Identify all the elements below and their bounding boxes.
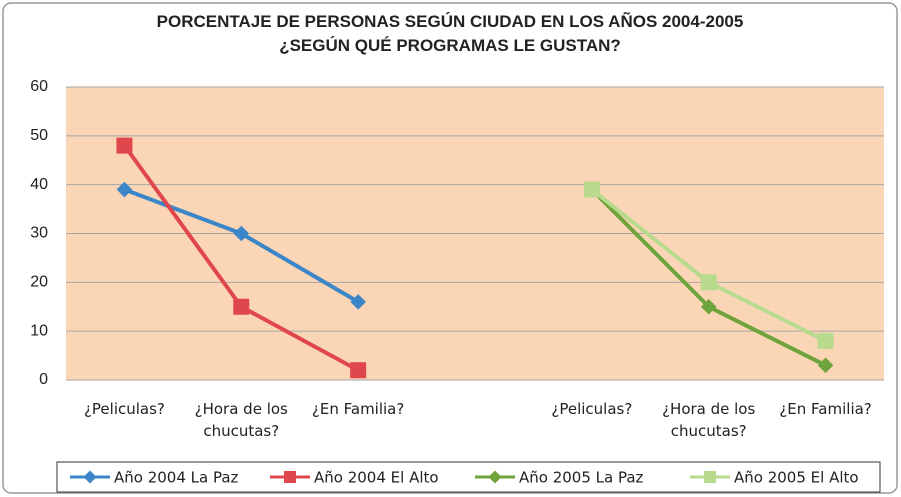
- x-tick-label: ¿Hora de los chucutas?: [662, 400, 756, 440]
- marker: [116, 137, 133, 154]
- legend-marker: [284, 471, 296, 483]
- y-tick-label: 20: [30, 274, 48, 291]
- y-tick-label: 60: [30, 78, 48, 95]
- title-box: PORCENTAJE DE PERSONAS SEGÚN CIUDAD EN L…: [156, 12, 744, 55]
- x-tick-label-box: ¿Hora de los chucutas?: [194, 400, 288, 440]
- legend-label: Año 2005 El Alto: [734, 469, 859, 487]
- marker: [233, 298, 250, 315]
- x-tick-label: ¿En Familia?: [311, 400, 405, 418]
- x-tick-label-box: ¿En Familia?: [311, 400, 405, 418]
- legend-marker: [83, 470, 97, 484]
- legend-label: Año 2004 La Paz: [114, 469, 239, 487]
- legend-box: [56, 461, 881, 493]
- y-tick-label: 0: [39, 371, 48, 388]
- y-tick-label: 40: [30, 176, 48, 193]
- marker: [583, 181, 600, 198]
- x-tick-label: ¿Hora de los chucutas?: [194, 400, 288, 440]
- y-tick-label: 50: [30, 127, 48, 144]
- marker: [700, 298, 717, 315]
- marker: [700, 274, 717, 291]
- marker: [817, 332, 834, 349]
- marker: [350, 362, 367, 379]
- x-tick-label-box: ¿En Familia?: [779, 400, 872, 418]
- y-tick-label: 30: [30, 225, 48, 242]
- x-tick-label-box: ¿Peliculas?: [551, 400, 633, 418]
- legend-marker: [488, 470, 502, 484]
- x-tick-label: ¿Peliculas?: [551, 400, 633, 418]
- legend-label: Año 2004 El Alto: [314, 469, 439, 487]
- x-tick-label-box: ¿Peliculas?: [83, 400, 165, 418]
- legend-label: Año 2005 La Paz: [519, 469, 644, 487]
- legend-marker: [704, 471, 716, 483]
- x-tick-label-box: ¿Hora de los chucutas?: [662, 400, 756, 440]
- x-tick-label: ¿Peliculas?: [83, 400, 165, 418]
- marker: [817, 357, 834, 374]
- marker: [233, 225, 250, 242]
- y-tick-label: 10: [30, 322, 48, 339]
- x-tick-label: ¿En Familia?: [779, 400, 872, 418]
- marker: [116, 181, 133, 198]
- chart-title: PORCENTAJE DE PERSONAS SEGÚN CIUDAD EN L…: [156, 12, 744, 55]
- marker: [350, 294, 366, 310]
